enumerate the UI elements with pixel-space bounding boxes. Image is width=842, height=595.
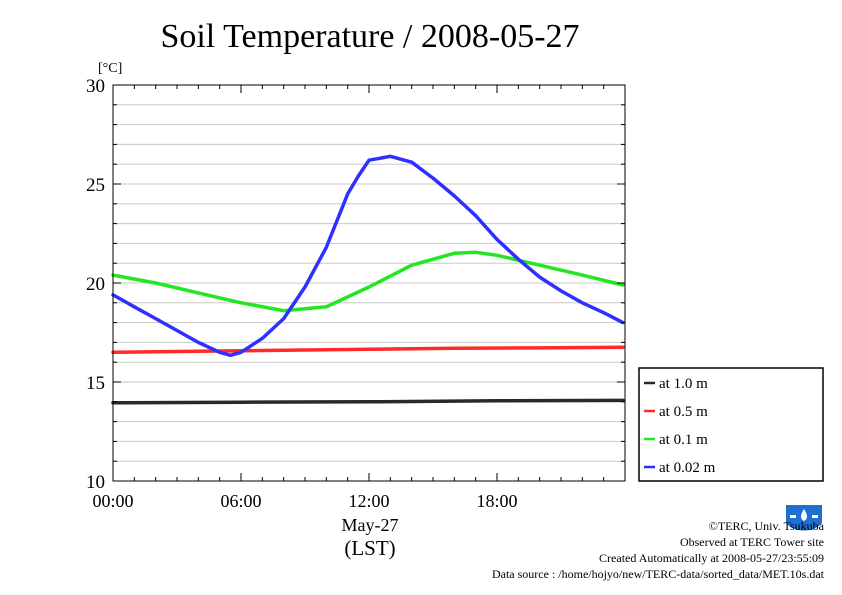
terc-logo bbox=[784, 503, 824, 535]
y-axis-ticks: 10 15 20 25 30 bbox=[86, 76, 625, 493]
y-tick-label: 10 bbox=[86, 472, 105, 493]
credits-block: ©TERC, Univ. Tsukuba Observed at TERC To… bbox=[492, 518, 824, 582]
observed-text: Observed at TERC Tower site bbox=[679, 535, 824, 549]
source-text: Data source : /home/hojyo/new/TERC-data/… bbox=[491, 567, 824, 581]
x-tick-label: 00:00 bbox=[92, 491, 133, 511]
legend: at 1.0 m at 0.5 m at 0.1 m at 0.02 m bbox=[638, 367, 824, 482]
y-tick-label: 20 bbox=[86, 274, 105, 295]
legend-label: at 0.5 m bbox=[659, 404, 708, 420]
legend-label: at 0.1 m bbox=[659, 432, 708, 448]
y-tick-label: 15 bbox=[86, 373, 105, 394]
x-tick-label: 06:00 bbox=[220, 491, 261, 511]
y-tick-label: 30 bbox=[86, 76, 105, 97]
series-line-3 bbox=[111, 154, 625, 358]
series-lines bbox=[111, 154, 625, 405]
series-line-2 bbox=[111, 250, 625, 313]
x-axis-unit-label: (LST) bbox=[344, 536, 395, 560]
x-tick-label: 18:00 bbox=[476, 491, 517, 511]
terc-logo-icon bbox=[784, 503, 824, 535]
legend-label: at 1.0 m bbox=[659, 376, 708, 392]
y-axis-label: [°C] bbox=[98, 61, 122, 76]
x-axis-date-label: May-27 bbox=[342, 515, 399, 535]
chart-title: Soil Temperature / 2008-05-27 bbox=[160, 18, 579, 55]
series-line-1 bbox=[111, 345, 625, 355]
x-tick-label: 12:00 bbox=[348, 491, 389, 511]
y-tick-label: 25 bbox=[86, 175, 105, 196]
x-axis-ticks: 00:00 06:00 12:00 18:00 bbox=[92, 85, 626, 511]
created-text: Created Automatically at 2008-05-27/23:5… bbox=[599, 551, 824, 565]
legend-label: at 0.02 m bbox=[659, 460, 716, 476]
grid-lines bbox=[113, 104, 625, 462]
copyright-text: ©TERC, Univ. Tsukuba bbox=[708, 519, 824, 533]
series-line-0 bbox=[111, 398, 625, 405]
legend-box bbox=[638, 367, 824, 482]
